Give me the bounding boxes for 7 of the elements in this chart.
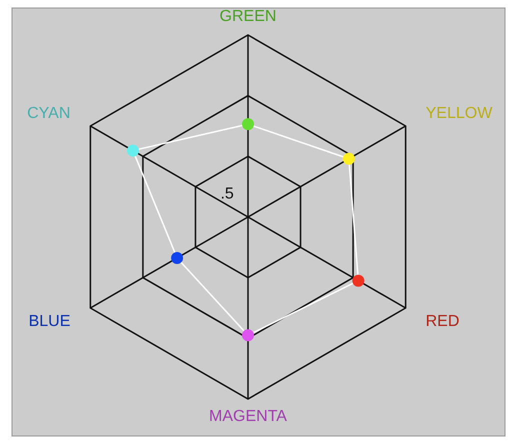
spoke-label: YELLOW (426, 105, 494, 122)
spoke-label: MAGENTA (209, 408, 288, 425)
spoke-label: RED (426, 313, 460, 330)
spoke-label: BLUE (28, 313, 70, 330)
text: .5 (220, 186, 234, 203)
spoke-label: GREEN (220, 8, 276, 25)
spoke-label: CYAN (27, 105, 70, 122)
